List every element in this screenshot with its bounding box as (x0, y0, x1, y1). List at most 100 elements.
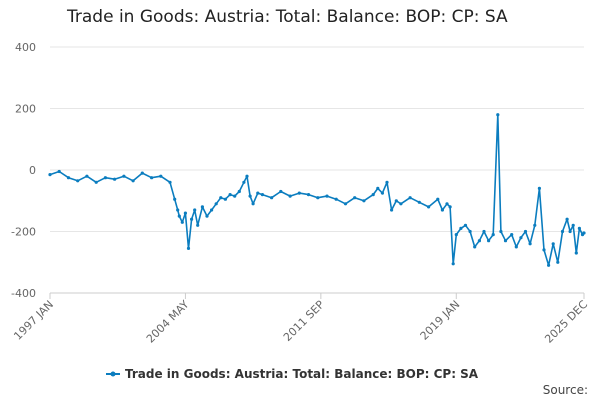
data-point (214, 202, 218, 206)
data-point (353, 196, 357, 200)
data-point (448, 205, 452, 209)
data-point (260, 193, 264, 197)
data-point (477, 239, 481, 243)
data-point (168, 180, 172, 184)
data-point (297, 191, 301, 195)
data-point (288, 194, 292, 198)
data-point (150, 176, 154, 180)
data-point (417, 200, 421, 204)
data-point (556, 260, 560, 264)
data-point (468, 229, 472, 234)
legend-marker-dot (110, 371, 116, 377)
x-tick-label: 2004 MAY (144, 298, 192, 346)
data-point (510, 233, 514, 237)
data-point (176, 208, 180, 212)
data-point (140, 171, 144, 175)
data-point (66, 176, 71, 180)
data-point (76, 179, 80, 183)
y-tick-label: -200 (11, 226, 36, 239)
data-point (306, 193, 311, 197)
x-axis: 1997 JAN 2004 MAY 2011 SEP 2019 JAN 2025 DEC (11, 292, 590, 346)
data-point (473, 245, 477, 249)
data-point (103, 176, 107, 180)
data-point (219, 196, 223, 200)
data-point (551, 242, 555, 246)
data-point (200, 205, 204, 209)
data-point (177, 214, 181, 218)
x-tick-label: 1997 JAN (11, 298, 56, 343)
data-point (451, 262, 455, 266)
data-point (193, 208, 197, 212)
x-tick-label: 2011 SEP (281, 298, 327, 344)
data-point (48, 173, 52, 177)
data-point (528, 242, 532, 246)
y-tick-label: 400 (15, 41, 36, 54)
data-point (94, 180, 98, 184)
y-tick-label: 0 (29, 164, 36, 177)
data-point (459, 226, 463, 230)
x-tick-label: 2025 DEC (542, 298, 590, 346)
grid-layer (50, 46, 584, 294)
data-point (463, 223, 468, 227)
data-point (196, 223, 200, 227)
data-point (445, 202, 449, 206)
data-point (394, 199, 398, 203)
data-point (582, 231, 586, 235)
y-tick-label: 200 (15, 103, 36, 116)
data-point (537, 186, 542, 190)
y-axis: 400 200 0 -200 -400 (11, 41, 36, 300)
data-point (427, 205, 431, 209)
legend-label: Trade in Goods: Austria: Total: Balance:… (125, 367, 479, 381)
data-point (223, 197, 227, 201)
data-point (237, 189, 241, 194)
legend[interactable]: Trade in Goods: Austria: Total: Balance:… (106, 367, 479, 381)
data-point (519, 236, 523, 240)
data-point (113, 177, 117, 181)
data-point (503, 239, 508, 243)
data-point (85, 174, 89, 178)
data-point (248, 194, 252, 198)
data-point (574, 251, 578, 255)
data-point (390, 208, 394, 212)
data-point (180, 220, 184, 224)
data-point (183, 211, 187, 215)
data-point (487, 239, 491, 243)
data-point (568, 229, 572, 234)
y-tick-label: -400 (11, 287, 36, 300)
data-point (514, 245, 518, 249)
data-point (547, 263, 551, 267)
data-point (496, 113, 500, 117)
data-point (362, 199, 366, 203)
data-point (560, 229, 565, 234)
chart-title: Trade in Goods: Austria: Total: Balance:… (67, 7, 508, 27)
data-point (385, 180, 389, 184)
data-point (316, 196, 320, 200)
data-point (454, 233, 458, 237)
data-point (228, 193, 232, 197)
data-point (190, 217, 194, 221)
series-line (49, 113, 585, 267)
data-point (408, 196, 412, 200)
data-point (251, 202, 255, 206)
data-point (371, 193, 375, 197)
data-point (499, 229, 503, 234)
series-layer (48, 113, 586, 267)
data-point (245, 174, 249, 178)
data-point (279, 189, 283, 194)
data-point (436, 197, 440, 201)
data-point (159, 174, 163, 178)
data-point (565, 217, 569, 221)
data-point (523, 229, 528, 234)
data-point (577, 226, 582, 230)
data-point (334, 197, 338, 201)
data-point (131, 179, 135, 183)
data-point (205, 214, 209, 218)
data-point (270, 196, 274, 200)
data-point (122, 174, 126, 178)
data-point (399, 202, 403, 206)
data-point (482, 229, 486, 234)
data-point (210, 208, 214, 212)
data-point (233, 194, 237, 198)
data-point (440, 208, 444, 212)
